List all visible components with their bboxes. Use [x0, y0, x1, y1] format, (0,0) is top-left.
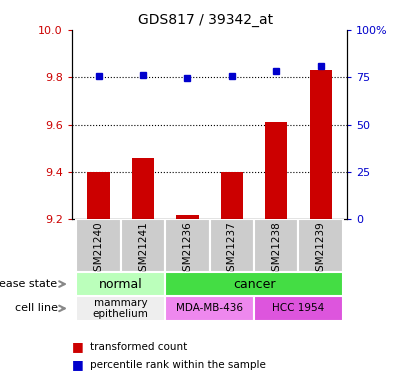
Text: ■: ■ — [72, 340, 84, 353]
Bar — [121, 219, 165, 272]
Bar — [76, 296, 165, 321]
Bar — [265, 122, 287, 219]
Text: normal: normal — [99, 278, 143, 291]
Bar — [221, 172, 243, 219]
Text: GSM21237: GSM21237 — [227, 222, 237, 278]
Text: GSM21241: GSM21241 — [138, 222, 148, 278]
Bar — [132, 158, 154, 219]
Text: disease state: disease state — [0, 279, 58, 289]
Bar — [254, 219, 298, 272]
Bar — [254, 296, 343, 321]
Text: transformed count: transformed count — [90, 342, 188, 352]
Bar — [165, 219, 210, 272]
Text: mammary
epithelium: mammary epithelium — [93, 298, 149, 319]
Text: GSM21240: GSM21240 — [94, 222, 104, 278]
Text: ■: ■ — [72, 358, 84, 371]
Text: percentile rank within the sample: percentile rank within the sample — [90, 360, 266, 369]
Text: HCC 1954: HCC 1954 — [272, 303, 325, 313]
Bar — [76, 272, 165, 296]
Bar — [76, 219, 121, 272]
Bar — [309, 70, 332, 219]
Text: GSM21236: GSM21236 — [182, 222, 192, 278]
Text: GSM21239: GSM21239 — [316, 222, 326, 278]
Bar — [88, 172, 110, 219]
Bar — [210, 219, 254, 272]
Text: cell line: cell line — [14, 303, 58, 313]
Bar — [165, 296, 254, 321]
Text: GDS817 / 39342_at: GDS817 / 39342_at — [138, 13, 273, 27]
Bar — [165, 272, 343, 296]
Bar — [176, 214, 199, 219]
Bar — [298, 219, 343, 272]
Text: GSM21238: GSM21238 — [271, 222, 281, 278]
Text: MDA-MB-436: MDA-MB-436 — [176, 303, 243, 313]
Text: cancer: cancer — [233, 278, 275, 291]
